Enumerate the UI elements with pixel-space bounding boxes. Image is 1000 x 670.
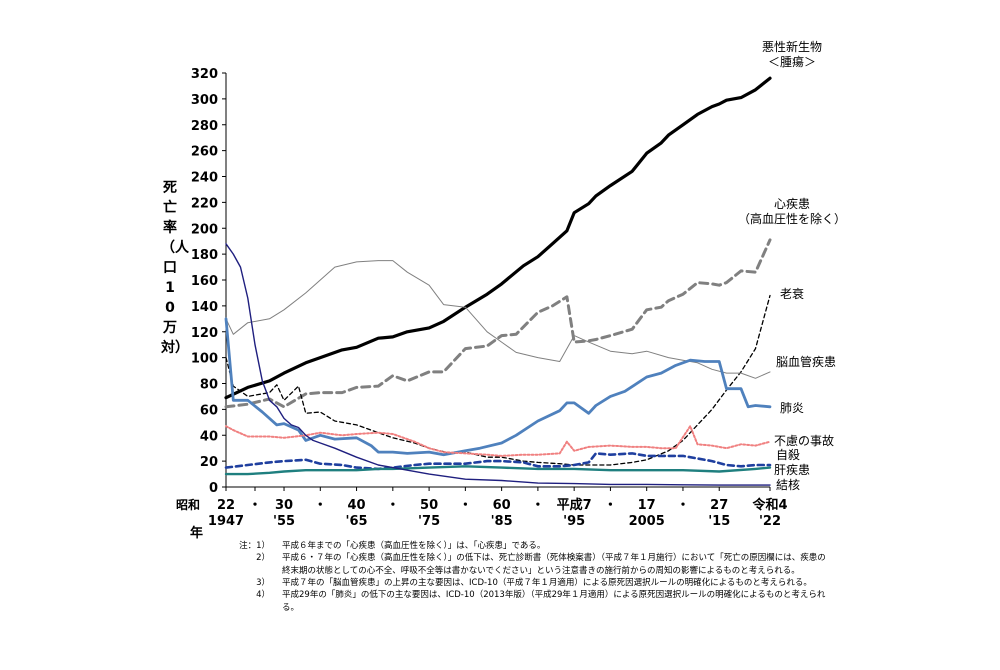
x-tick-era-label: 40 — [348, 498, 366, 513]
x-tick-year-label: '75 — [418, 514, 440, 529]
series-line — [224, 465, 772, 476]
footnote-number: 注：1） — [239, 541, 270, 551]
x-tick-era-label: 27 — [710, 498, 728, 513]
series-line — [225, 260, 771, 379]
series-label: 不慮の事故 — [774, 433, 834, 448]
series-label: 肝疾患 — [774, 462, 810, 477]
footnote-text: 平成６年までの「心疾患（高血圧性を除く）」は、「心疾患」である。 — [282, 541, 546, 551]
y-tick-label: 100 — [191, 352, 218, 367]
series-label: 心疾患 — [774, 196, 810, 211]
footnote: 4） 平成29年の「肺炎」の低下の主な要因は、ICD-10（2013年版）（平成… — [230, 589, 830, 614]
x-tick-era-label: ・ — [531, 498, 544, 513]
x-tick-era-label: ・ — [249, 498, 262, 513]
x-era-prefix-label: 昭和 — [176, 497, 200, 512]
series-line — [225, 243, 771, 486]
y-tick-label: 180 — [191, 248, 218, 263]
series-label: 脳血管疾患 — [776, 354, 836, 369]
y-tick-label: 60 — [200, 403, 218, 418]
footnote: 注：1） 平成６年までの「心疾患（高血圧性を除く）」は、「心疾患」である。 — [230, 540, 830, 552]
y-tick-label: 220 — [191, 196, 218, 211]
series-label: 老衰 — [780, 286, 804, 301]
footnote-text: 平成６・７年の「心疾患（高血圧性を除く）」の低下は、死亡診断書（死体検案書）（平… — [282, 553, 826, 576]
x-tick-era-label: ・ — [459, 498, 472, 513]
y-tick-label: 200 — [191, 222, 218, 237]
x-tick-year-label: '95 — [563, 514, 585, 529]
x-axis-unit-label: 年 — [190, 526, 204, 541]
x-tick-era-label: 平成7 — [557, 497, 592, 513]
y-tick-label: 140 — [191, 300, 218, 315]
y-tick-label: 40 — [200, 429, 218, 444]
series-label: 自殺 — [776, 448, 800, 462]
x-tick-era-label: ・ — [386, 498, 399, 513]
series-line — [224, 238, 772, 409]
x-tick-era-label: 17 — [638, 498, 656, 513]
y-tick-label: 280 — [191, 119, 218, 134]
y-tick-label: 120 — [191, 326, 218, 341]
x-tick-era-label: 令和4 — [752, 497, 787, 513]
x-tick-era-label: 50 — [420, 498, 438, 513]
series-label: ＜腫瘍＞ — [768, 54, 816, 69]
x-tick-era-label: 22 — [217, 498, 235, 513]
y-tick-label: 160 — [191, 274, 218, 289]
footnote-text: 平成７年の「脳血管疾患」の上昇の主な要因は、ICD-10（平成７年１月適用）によ… — [282, 577, 812, 588]
mortality-line-chart: 0 20 40 60 80 100 120 140 160 180 200 220 240 260 280 3… — [176, 39, 846, 529]
y-tick-label: 80 — [200, 378, 218, 393]
x-tick-era-label: ・ — [676, 498, 689, 513]
y-tick-label: 300 — [191, 93, 218, 108]
footnote-number: 2） — [256, 553, 270, 564]
y-tick-label: 20 — [200, 455, 218, 470]
series-line — [224, 452, 772, 471]
series-line — [224, 76, 772, 400]
x-tick-era-label: 60 — [493, 498, 511, 513]
footnotes: 注：1） 平成６年までの「心疾患（高血圧性を除く）」は、「心疾患」である。 2）… — [230, 540, 830, 614]
y-tick-label: 240 — [191, 171, 218, 186]
y-axis-label: 死亡率（人口10万対） — [161, 180, 189, 356]
footnote-text: 平成29年の「肺炎」の低下の主な要因は、ICD-10（2013年版）（平成29年… — [282, 590, 826, 613]
series-label: 結核 — [776, 478, 800, 492]
series-line — [225, 425, 771, 457]
series-label: 悪性新生物 — [762, 39, 822, 54]
x-tick-year-label: '55 — [273, 514, 295, 529]
footnote-number: 3） — [256, 577, 270, 588]
y-tick-label: 320 — [191, 67, 218, 82]
footnote: 3） 平成７年の「脳血管疾患」の上昇の主な要因は、ICD-10（平成７年１月適用… — [230, 577, 830, 589]
y-tick-label: 0 — [209, 481, 218, 496]
x-tick-year-label: '65 — [346, 514, 368, 529]
series-label: 肺炎 — [780, 401, 804, 415]
x-tick-year-label: '22 — [759, 514, 781, 529]
footnote: 2） 平成６・７年の「心疾患（高血圧性を除く）」の低下は、死亡診断書（死体検案書… — [230, 552, 830, 577]
x-tick-year-label: '85 — [491, 514, 513, 529]
x-tick-era-label: ・ — [604, 498, 617, 513]
y-tick-label: 260 — [191, 145, 218, 160]
footnote-number: 4） — [256, 590, 270, 601]
x-tick-year-label: 2005 — [629, 514, 665, 529]
x-tick-year-label: '15 — [708, 514, 730, 529]
series-label: （高血圧性を除く） — [738, 211, 846, 226]
x-tick-era-label: ・ — [314, 498, 327, 513]
x-tick-year-label: 1947 — [208, 514, 244, 529]
x-tick-era-label: 30 — [275, 498, 293, 513]
